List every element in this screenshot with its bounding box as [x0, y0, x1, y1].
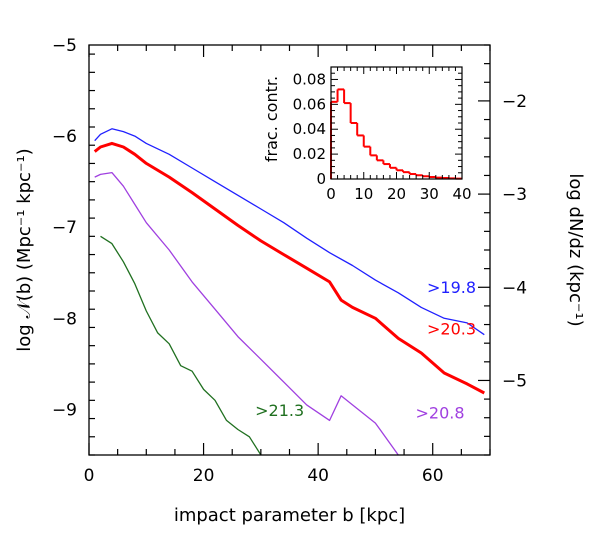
y-tick-label: −5: [52, 36, 77, 56]
y-tick-label: −9: [52, 400, 77, 420]
inset-x-tick-label: 40: [452, 185, 471, 203]
y-tick-label: −7: [52, 218, 77, 238]
y-right-axis-label: log dN/dz (kpc⁻¹): [565, 173, 586, 326]
inset-y-tick-label: 0.06: [293, 95, 326, 113]
series-label: >21.3: [255, 401, 304, 420]
series-line: [93, 141, 486, 395]
y-right-tick-label: −5: [502, 371, 527, 391]
series-line: [100, 235, 262, 455]
inset-y-axis-label: frac. contr.: [262, 76, 281, 162]
inset-x-tick-label: 10: [354, 185, 373, 203]
series-line: [94, 128, 485, 336]
x-tick-label: 40: [307, 466, 329, 486]
series-label: >20.8: [416, 404, 465, 423]
y-right-tick-label: −3: [502, 185, 527, 205]
x-tick-label: 20: [193, 466, 215, 486]
y-right-tick-label: −2: [502, 92, 527, 112]
x-tick-label: 60: [422, 466, 444, 486]
inset-plot: 0 10 20 30 40 0 0.02 0.04 0.06 0.08 frac. contr.: [262, 66, 472, 203]
x-tick-label: 0: [84, 466, 95, 486]
x-axis-label: impact parameter b [kpc]: [174, 505, 405, 526]
main-plot: 0 20 40 60 −9 −8 −7 −6 −5 −5 −4 −3 −2 impact paramete…: [14, 36, 586, 526]
inset-y-tick-label: 0.02: [293, 145, 326, 163]
inset-y-tick-label: 0: [316, 170, 326, 188]
inset-x-tick-label: 30: [420, 185, 439, 203]
y-axis-label: log 𝒩(b) (Mpc⁻¹ kpc⁻¹): [14, 148, 35, 351]
series-label: >19.8: [427, 278, 476, 297]
y-right-tick-label: −4: [502, 278, 527, 298]
series-label: >20.3: [427, 320, 476, 339]
y-tick-label: −6: [52, 127, 77, 147]
inset-x-tick-label: 20: [387, 185, 406, 203]
inset-y-tick-label: 0.04: [293, 120, 326, 138]
y-tick-label: −8: [52, 309, 77, 329]
inset-y-tick-label: 0.08: [293, 70, 326, 88]
inset-x-tick-label: 0: [326, 185, 336, 203]
series-line: [94, 171, 399, 455]
